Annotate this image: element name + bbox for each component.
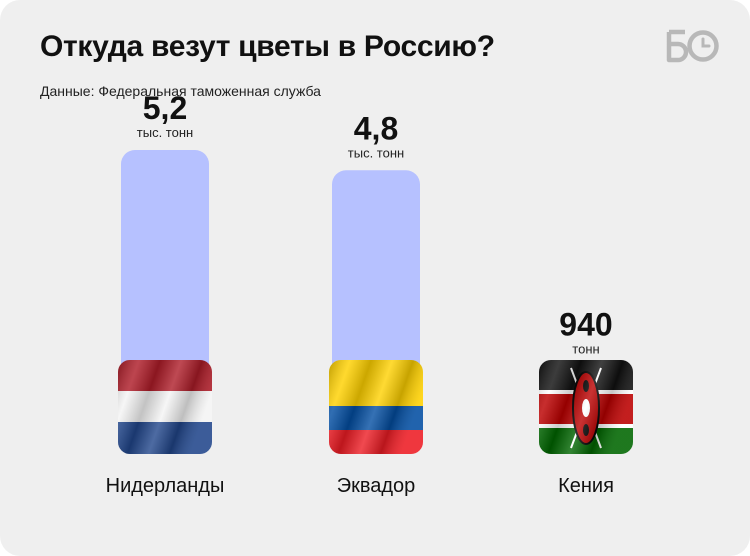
category-label-2: Эквадор [337,475,416,497]
category-label-1: Нидерланды [106,475,225,497]
value-label-3: 940 [559,306,612,342]
data-source: Данные: Федеральная таможенная служба [40,83,321,99]
value-label-1: 5,2 [143,90,187,126]
unit-label-1: тыс. тонн [137,125,193,140]
netherlands-flag-icon [118,360,212,454]
unit-label-2: тыс. тонн [348,145,404,160]
kenya-flag-icon [539,360,633,454]
value-label-2: 4,8 [354,110,398,146]
chart-title: Откуда везут цветы в Россию? [40,30,495,63]
ecuador-flag-icon [329,360,423,454]
unit-label-3: тонн [572,341,599,356]
category-label-3: Кения [558,475,614,497]
bo-logo-icon [666,29,719,63]
